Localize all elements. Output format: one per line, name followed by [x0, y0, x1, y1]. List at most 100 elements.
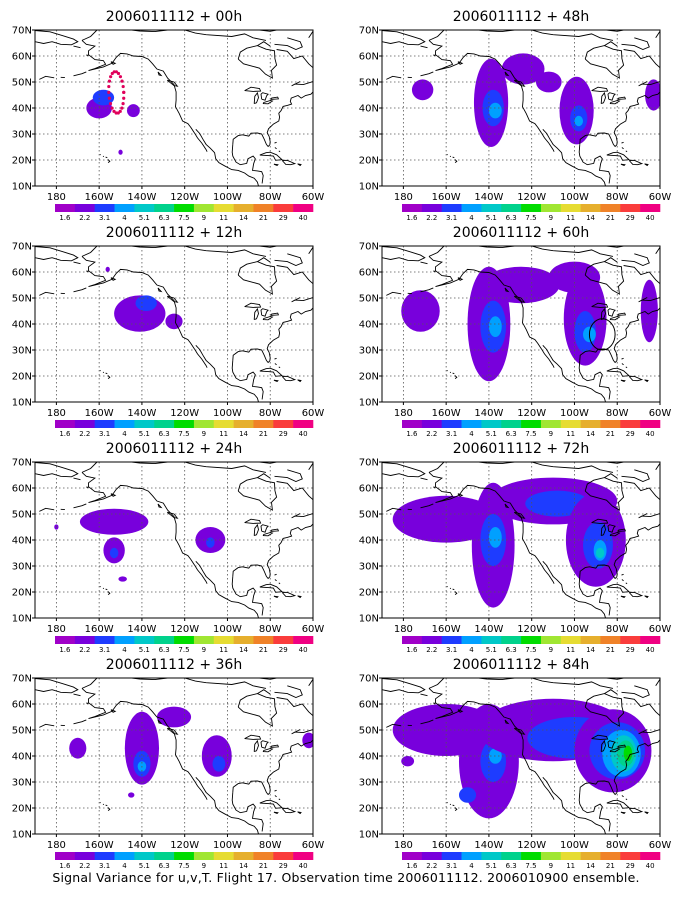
coastline	[274, 812, 278, 813]
colorbar-label: 3.1	[446, 430, 457, 438]
colorbar-swatch	[462, 204, 482, 212]
lat-tick-label: 50N	[12, 294, 32, 305]
colorbar-swatch	[581, 636, 601, 644]
variance-contour	[412, 79, 433, 100]
colorbar-swatch	[402, 420, 422, 428]
coastline	[624, 482, 660, 500]
variance-contour	[136, 295, 157, 311]
coastline	[238, 478, 276, 511]
colorbar-swatch	[194, 420, 214, 428]
coastline	[604, 690, 617, 694]
colorbar-label: 7.5	[525, 646, 536, 654]
dropsonde-point	[109, 75, 112, 78]
variance-contour	[69, 738, 86, 759]
coastline	[260, 27, 296, 31]
coastline	[607, 675, 643, 679]
colorbar-swatch	[640, 420, 660, 428]
coastline	[257, 474, 270, 478]
lon-tick-label: 140W	[127, 840, 156, 851]
colorbar-label: 7.5	[525, 862, 536, 870]
coastline	[108, 376, 110, 379]
colorbar-swatch	[521, 204, 541, 212]
colorbar-swatch	[234, 420, 254, 428]
colorbar-swatch	[95, 420, 115, 428]
coastline	[260, 800, 282, 808]
coastline	[35, 247, 78, 261]
coastline	[453, 589, 455, 590]
lat-tick-label: 50N	[12, 726, 32, 737]
colorbar-label: 40	[299, 646, 308, 654]
colorbar-swatch	[134, 852, 154, 860]
coastline	[662, 78, 675, 91]
lat-tick-label: 30N	[359, 562, 379, 573]
lon-tick-label: 120W	[170, 624, 199, 635]
coastline	[39, 292, 54, 295]
colorbar-swatch	[174, 420, 194, 428]
coastline	[610, 101, 619, 104]
colorbar-swatch	[640, 636, 660, 644]
lat-tick-label: 20N	[359, 156, 379, 167]
colorbar-swatch	[640, 204, 660, 212]
lon-tick-label: 100W	[213, 840, 242, 851]
lon-tick-label: 120W	[170, 408, 199, 419]
coastline	[656, 31, 660, 38]
lon-tick-label: 100W	[213, 192, 242, 203]
coastline	[108, 592, 110, 595]
colorbar-swatch	[253, 204, 273, 212]
lon-tick-label: 100W	[560, 192, 589, 203]
coastline	[263, 533, 272, 536]
lon-tick-label: 160W	[85, 408, 114, 419]
lat-tick-label: 70N	[359, 242, 379, 253]
colorbar-swatch	[422, 636, 442, 644]
coastline	[263, 317, 272, 320]
coastline	[233, 92, 313, 147]
coastline	[579, 360, 610, 399]
coastline	[645, 380, 648, 382]
coastline	[592, 87, 608, 91]
colorbar-swatch	[620, 204, 640, 212]
colorbar-label: 7.5	[525, 214, 536, 222]
coastline	[39, 724, 54, 727]
lat-tick-label: 30N	[359, 346, 379, 357]
coastline	[238, 262, 276, 295]
panel-title: 2006011112 + 84h	[453, 657, 589, 673]
figure-caption: Signal Variance for u,v,T. Flight 17. Ob…	[0, 870, 692, 885]
lon-tick-label: 180	[47, 192, 66, 203]
variance-contour	[489, 316, 502, 337]
colorbar-swatch	[561, 204, 581, 212]
colorbar-label: 7.5	[178, 646, 189, 654]
colorbar-swatch	[95, 636, 115, 644]
colorbar-swatch	[174, 852, 194, 860]
colorbar-swatch	[442, 420, 462, 428]
lon-tick-label: 140W	[474, 192, 503, 203]
colorbar-swatch	[600, 852, 620, 860]
colorbar-label: 29	[626, 430, 635, 438]
colorbar-swatch	[541, 420, 561, 428]
coastline	[254, 309, 258, 320]
lat-tick-label: 60N	[12, 268, 32, 279]
coastline	[39, 508, 54, 511]
colorbar-swatch	[115, 636, 135, 644]
colorbar-label: 14	[239, 430, 248, 438]
lon-tick-label: 60W	[302, 408, 325, 419]
lat-tick-label: 40N	[359, 104, 379, 115]
coastline	[103, 588, 104, 589]
coastline	[604, 474, 617, 478]
variance-contour	[536, 72, 562, 93]
colorbar-swatch	[214, 636, 234, 644]
colorbar-label: 29	[279, 646, 288, 654]
coastline	[662, 510, 675, 522]
coastline	[421, 46, 428, 48]
coastline	[232, 360, 263, 399]
coastline	[82, 675, 266, 689]
colorbar-swatch	[154, 636, 174, 644]
coastline	[233, 524, 313, 579]
coastline	[158, 288, 161, 292]
coastline	[275, 580, 277, 581]
coastline	[645, 164, 648, 166]
coastline	[621, 380, 625, 381]
colorbar-label: 2.2	[426, 862, 437, 870]
colorbar-swatch	[253, 636, 273, 644]
coastline	[271, 97, 279, 99]
